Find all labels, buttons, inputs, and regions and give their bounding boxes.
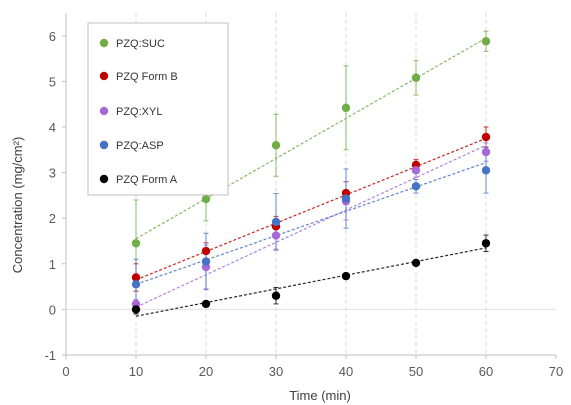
y-tick-label: 5 xyxy=(49,74,56,89)
legend-label: PZQ Form A xyxy=(116,174,178,186)
legend: PZQ:SUC PZQ Form B PZQ:XYL PZQ:ASP PZQ Form … xyxy=(87,22,229,196)
data-point xyxy=(201,246,211,256)
y-tick-label: 4 xyxy=(49,120,56,135)
legend-marker xyxy=(99,71,109,81)
data-point xyxy=(271,217,281,227)
y-tick-label: 1 xyxy=(49,257,56,272)
data-point xyxy=(201,257,211,266)
legend-label: PZQ:XYL xyxy=(116,106,162,118)
data-point xyxy=(271,291,281,300)
trend-line xyxy=(135,162,487,285)
legend-marker xyxy=(99,106,109,116)
x-tick-label: 30 xyxy=(269,364,283,379)
data-point xyxy=(411,73,421,82)
trend-lines xyxy=(135,37,487,317)
x-tick-label: 50 xyxy=(409,364,423,379)
legend-marker xyxy=(99,38,109,48)
x-tick-label: 10 xyxy=(129,364,143,379)
y-tick-label: 0 xyxy=(49,302,56,317)
data-point xyxy=(131,273,141,282)
data-point xyxy=(271,231,281,240)
y-axis-title: Concentration (mg/cm²) xyxy=(10,137,25,274)
data-point xyxy=(201,194,211,204)
legend-marker xyxy=(99,174,109,184)
tick-labels: 0 10 20 30 40 50 60 70 -1 0 1 2 3 4 5 6 xyxy=(44,29,563,379)
data-point xyxy=(131,280,141,289)
y-tick-label: 3 xyxy=(49,166,56,181)
x-tick-label: 0 xyxy=(62,364,69,379)
data-points xyxy=(131,37,491,314)
x-tick-label: 60 xyxy=(479,364,493,379)
data-point xyxy=(411,258,421,268)
data-point xyxy=(131,239,141,248)
x-tick-label: 20 xyxy=(199,364,213,379)
axes xyxy=(62,13,557,359)
trend-line xyxy=(135,144,487,308)
trend-line xyxy=(135,37,487,240)
data-point xyxy=(411,182,421,191)
trend-line xyxy=(135,247,487,317)
data-point xyxy=(481,147,491,157)
legend-label: PZQ Form B xyxy=(116,71,178,83)
data-point xyxy=(131,305,141,314)
y-tick-label: -1 xyxy=(44,348,56,363)
data-point xyxy=(341,103,351,113)
legend-box xyxy=(87,22,229,196)
legend-label: PZQ:ASP xyxy=(116,140,164,152)
data-point xyxy=(341,194,351,203)
data-point xyxy=(481,166,491,175)
data-point xyxy=(341,271,351,281)
x-tick-label: 70 xyxy=(549,364,563,379)
x-tick-label: 40 xyxy=(339,364,353,379)
data-point xyxy=(411,166,421,175)
data-point xyxy=(271,141,281,150)
trend-line xyxy=(135,137,487,281)
data-point xyxy=(481,132,491,142)
y-tick-label: 6 xyxy=(49,29,56,44)
data-point xyxy=(201,299,211,309)
legend-marker xyxy=(99,140,109,150)
x-axis-title: Time (min) xyxy=(289,388,351,403)
data-point xyxy=(481,239,491,248)
legend-label: PZQ:SUC xyxy=(116,38,165,50)
y-tick-label: 2 xyxy=(49,211,56,226)
data-point xyxy=(481,37,491,46)
